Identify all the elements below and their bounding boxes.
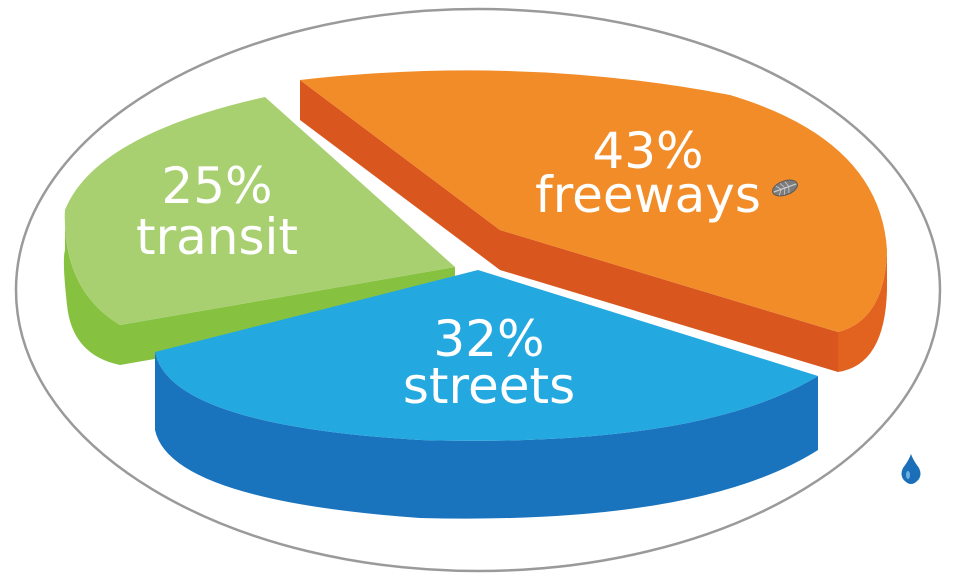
transit-name-label: transit xyxy=(136,208,298,266)
streets-top xyxy=(155,270,818,441)
leaf-icon xyxy=(772,179,798,197)
freeways-name-label: freeways xyxy=(535,166,761,224)
streets-percent-label: 32% xyxy=(433,310,544,368)
slice-streets xyxy=(155,270,818,519)
transit-percent-label: 25% xyxy=(161,157,272,215)
frame-ellipse xyxy=(14,7,942,573)
freeways-inner-face-left xyxy=(300,80,500,270)
transit-top xyxy=(64,97,455,325)
freeways-inner-face-bottom xyxy=(500,230,838,372)
streets-name-label: streets xyxy=(403,357,575,415)
freeways-side xyxy=(838,250,887,372)
freeways-percent-label: 43% xyxy=(592,122,703,180)
streets-side xyxy=(155,352,818,519)
slice-freeways xyxy=(300,70,887,372)
water-drop-icon xyxy=(901,454,921,484)
transit-side xyxy=(63,210,120,365)
freeways-top xyxy=(300,70,887,332)
